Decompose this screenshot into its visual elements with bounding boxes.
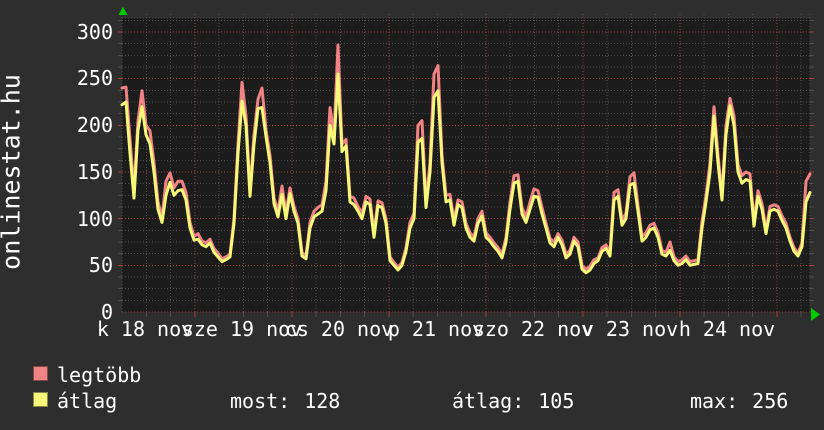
stat-most-label: most: <box>230 389 291 413</box>
stat-max-label: max: <box>690 389 739 413</box>
y-tick-label: 0 <box>100 300 113 324</box>
stat-max-value: 256 <box>752 389 789 413</box>
legend-swatch-legtobb <box>33 366 48 381</box>
y-tick-label: 50 <box>88 253 113 277</box>
x-tick-label: k 18 nov <box>96 317 194 341</box>
legend-label-atlag: átlag <box>57 389 118 413</box>
x-tick-label: v 23 nov <box>581 317 679 341</box>
legend-label-legtobb: legtöbb <box>57 363 142 387</box>
stat-atlag-value: 105 <box>538 389 575 413</box>
x-tick-label: h 24 nov <box>678 317 776 341</box>
legend-swatch-atlag <box>33 392 48 407</box>
x-tick-label: sze 19 nov <box>181 317 303 341</box>
x-tick-label: cs 20 nov <box>284 317 394 341</box>
stat-atlag: átlag: 105 <box>452 388 574 414</box>
stat-most-value: 128 <box>304 389 341 413</box>
stat-most: most: 128 <box>230 388 340 414</box>
x-tick-label: szo 22 nov <box>472 317 594 341</box>
x-tick-label: p 21 nov <box>387 317 485 341</box>
stat-max: max: 256 <box>690 388 788 414</box>
y-tick-label: 200 <box>76 113 113 137</box>
y-tick-label: 250 <box>76 66 113 90</box>
y-tick-label: 300 <box>76 20 113 44</box>
y-tick-label: 150 <box>76 160 113 184</box>
y-tick-label: 100 <box>76 207 113 231</box>
stat-atlag-label: átlag: <box>452 389 525 413</box>
